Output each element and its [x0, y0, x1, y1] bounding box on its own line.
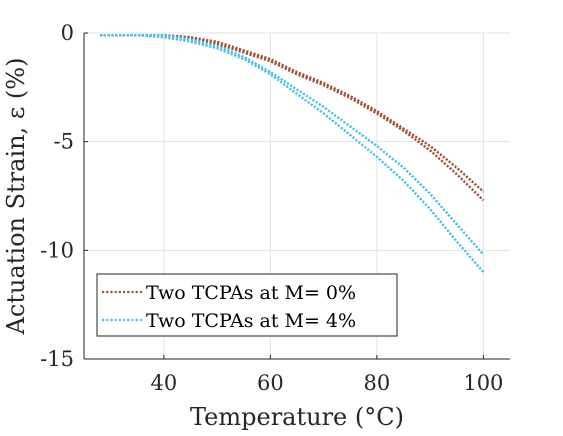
y-tick-label-3: -15: [40, 347, 74, 371]
series-1-curve-0: [100, 34, 485, 273]
x-tick-label-0: 40: [151, 371, 178, 395]
legend-box: [96, 273, 398, 337]
y-tick-label-1: -5: [54, 130, 74, 154]
axes: [83, 32, 510, 360]
legend-label-m4: Two TCPAs at M= 4%: [146, 310, 356, 332]
x-tick-label-1: 60: [257, 371, 284, 395]
tick-labels: 40 60 80 100 0 -5 -10 -15: [40, 21, 503, 395]
legend: Two TCPAs at M= 0% Two TCPAs at M= 4%: [96, 273, 398, 337]
y-tick-label-2: -10: [40, 238, 74, 262]
series-1-curve-1: [100, 34, 485, 256]
x-tick-label-3: 100: [463, 371, 503, 395]
legend-label-m0: Two TCPAs at M= 0%: [146, 282, 356, 304]
series-layer: [100, 34, 485, 273]
y-tick-label-0: 0: [61, 21, 74, 45]
y-axis-label: Actuation Strain, ε (%): [2, 58, 30, 336]
x-tick-label-2: 80: [364, 371, 391, 395]
x-axis-label: Temperature (°C): [190, 403, 404, 431]
